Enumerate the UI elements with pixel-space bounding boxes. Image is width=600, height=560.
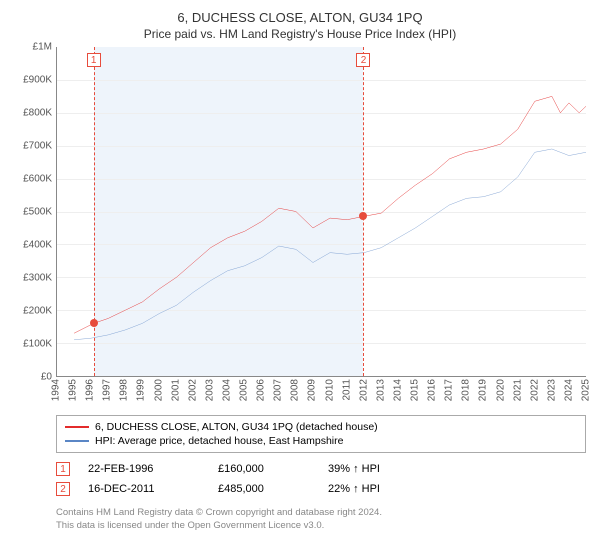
legend-row: HPI: Average price, detached house, East… (65, 434, 577, 448)
x-tick-label: 1999 (136, 379, 147, 401)
x-tick-label: 2020 (495, 379, 506, 401)
y-tick-label: £300K (23, 273, 52, 284)
x-tick-label: 2023 (546, 379, 557, 401)
y-tick-label: £1M (33, 42, 52, 53)
chart-title: 6, DUCHESS CLOSE, ALTON, GU34 1PQ (14, 10, 586, 25)
x-tick-label: 1998 (119, 379, 130, 401)
x-tick-label: 2004 (221, 379, 232, 401)
legend-label: 6, DUCHESS CLOSE, ALTON, GU34 1PQ (detac… (95, 421, 378, 433)
x-tick-label: 2015 (410, 379, 421, 401)
x-tick-label: 2012 (358, 379, 369, 401)
x-tick-label: 2014 (392, 379, 403, 401)
legend-label: HPI: Average price, detached house, East… (95, 435, 343, 447)
legend-swatch (65, 426, 89, 428)
sales-num: 1 (56, 462, 70, 476)
x-tick-label: 2000 (153, 379, 164, 401)
x-tick-label: 2025 (581, 379, 592, 401)
sales-price: £160,000 (218, 463, 328, 475)
legend-row: 6, DUCHESS CLOSE, ALTON, GU34 1PQ (detac… (65, 420, 577, 434)
x-tick-label: 2002 (187, 379, 198, 401)
sales-row: 2 16-DEC-2011£485,00022% ↑ HPI (56, 479, 586, 499)
x-tick-label: 2011 (341, 379, 352, 401)
y-tick-label: £600K (23, 174, 52, 185)
x-tick-label: 2006 (256, 379, 267, 401)
x-tick-label: 2018 (461, 379, 472, 401)
x-tick-label: 2008 (290, 379, 301, 401)
x-tick-label: 2019 (478, 379, 489, 401)
x-tick-label: 2022 (529, 379, 540, 401)
y-tick-label: £500K (23, 207, 52, 218)
y-tick-label: £700K (23, 141, 52, 152)
x-tick-label: 2001 (170, 379, 181, 401)
chart-area: £0£100K£200K£300K£400K£500K£600K£700K£80… (14, 47, 586, 377)
x-tick-label: 1994 (51, 379, 62, 401)
sales-pct: 22% ↑ HPI (328, 483, 586, 495)
legend-swatch (65, 440, 89, 442)
y-tick-label: £100K (23, 339, 52, 350)
sales-price: £485,000 (218, 483, 328, 495)
x-axis: 1994199519961997199819992000200120022003… (56, 377, 586, 411)
sales-num: 2 (56, 482, 70, 496)
x-tick-label: 2017 (444, 379, 455, 401)
line-svg (57, 47, 586, 376)
plot-area: 12 (56, 47, 586, 377)
x-tick-label: 2024 (563, 379, 574, 401)
sales-date: 22-FEB-1996 (88, 463, 218, 475)
sale-dot (359, 212, 367, 220)
footer-line-1: Contains HM Land Registry data © Crown c… (56, 507, 586, 520)
sales-pct: 39% ↑ HPI (328, 463, 586, 475)
y-tick-label: £400K (23, 240, 52, 251)
sale-marker: 1 (87, 53, 101, 67)
x-tick-label: 2007 (273, 379, 284, 401)
sale-marker: 2 (356, 53, 370, 67)
x-tick-label: 1996 (85, 379, 96, 401)
sales-date: 16-DEC-2011 (88, 483, 218, 495)
series-hpi (74, 149, 586, 340)
y-tick-label: £900K (23, 75, 52, 86)
chart-container: 6, DUCHESS CLOSE, ALTON, GU34 1PQ Price … (0, 0, 600, 560)
series-price_paid (74, 96, 586, 333)
chart-subtitle: Price paid vs. HM Land Registry's House … (14, 27, 586, 41)
sale-dot (90, 319, 98, 327)
x-tick-label: 2013 (375, 379, 386, 401)
footer-line-2: This data is licensed under the Open Gov… (56, 520, 586, 533)
x-tick-label: 1995 (68, 379, 79, 401)
x-tick-label: 2021 (512, 379, 523, 401)
x-tick-label: 2009 (307, 379, 318, 401)
x-tick-label: 2010 (324, 379, 335, 401)
x-tick-label: 2016 (427, 379, 438, 401)
footer-text: Contains HM Land Registry data © Crown c… (56, 507, 586, 533)
x-tick-label: 2005 (239, 379, 250, 401)
y-tick-label: £200K (23, 306, 52, 317)
sales-table: 1 22-FEB-1996£160,00039% ↑ HPI 2 16-DEC-201… (56, 459, 586, 499)
legend: 6, DUCHESS CLOSE, ALTON, GU34 1PQ (detac… (56, 415, 586, 453)
x-tick-label: 1997 (102, 379, 113, 401)
x-tick-label: 2003 (204, 379, 215, 401)
y-tick-label: £800K (23, 108, 52, 119)
y-axis: £0£100K£200K£300K£400K£500K£600K£700K£80… (14, 47, 56, 377)
sales-row: 1 22-FEB-1996£160,00039% ↑ HPI (56, 459, 586, 479)
